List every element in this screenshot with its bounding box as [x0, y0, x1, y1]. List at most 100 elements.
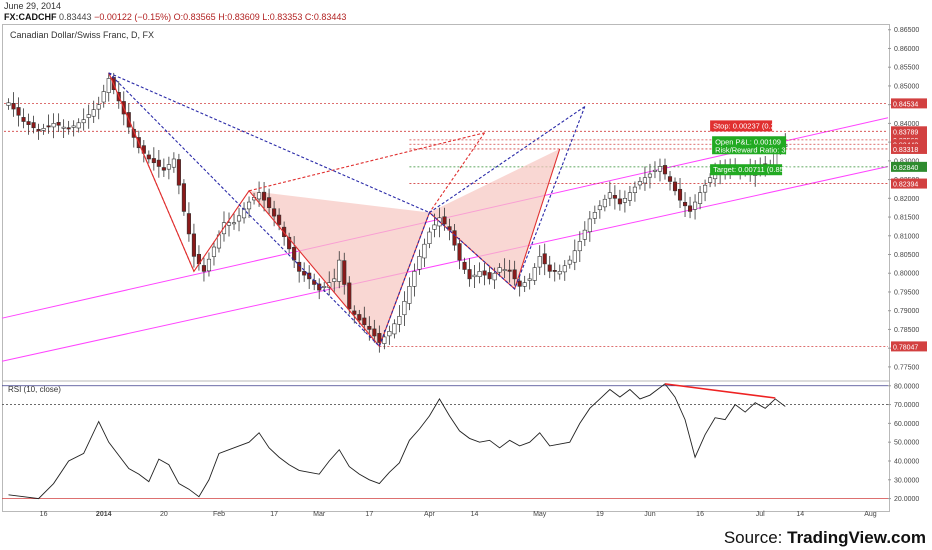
x-tick-label: Mar — [313, 511, 326, 518]
pattern-fill-right — [429, 148, 560, 289]
price-tick-label: 0.77500 — [894, 364, 919, 371]
candle-down — [156, 159, 161, 167]
candle-up — [71, 125, 76, 128]
high-value: H:0.83609 — [218, 12, 260, 22]
harmonic-red-dash-ext — [248, 132, 485, 192]
candle-up — [417, 256, 422, 270]
candle-down — [36, 129, 41, 132]
price-tick-label: 0.79500 — [894, 289, 919, 296]
open-pl-label: Open P&L: 0.00109 — [715, 137, 781, 146]
candle-up — [637, 181, 642, 186]
candle-down — [267, 197, 272, 208]
x-tick-label: 17 — [270, 511, 278, 518]
candle-up — [397, 316, 402, 325]
candle-down — [552, 270, 557, 272]
x-tick-label: Jul — [756, 511, 765, 518]
price-tick-label: 0.80500 — [894, 252, 919, 259]
stop-box — [710, 120, 773, 132]
candle-down — [612, 195, 617, 199]
candle-up — [387, 331, 392, 337]
price-level-tag — [891, 126, 927, 137]
candle-up — [51, 123, 56, 128]
rsi-title: RSI (10, close) — [8, 385, 61, 394]
candle-down — [507, 269, 512, 272]
candle-down — [517, 280, 522, 287]
candle-down — [352, 310, 357, 315]
x-tick-label: Aug — [864, 511, 877, 518]
candle-up — [592, 212, 597, 219]
price-level-label: 0.83789 — [893, 129, 918, 136]
price-tick-label: 0.81500 — [894, 215, 919, 222]
candle-up — [502, 269, 507, 271]
x-tick-label: Jun — [644, 511, 655, 518]
candle-up — [226, 222, 232, 226]
x-tick-label: 16 — [40, 511, 48, 518]
price-change: −0.00122 (−0.15%) — [94, 12, 172, 22]
price-tick-label: 0.80000 — [894, 271, 919, 278]
candle-down — [347, 282, 352, 310]
candle-down — [442, 216, 447, 225]
candle-up — [402, 301, 407, 316]
candle-up — [572, 250, 577, 263]
candle-down — [262, 191, 267, 201]
chart-date: June 29, 2014 — [4, 1, 62, 11]
x-tick-label: May — [533, 511, 547, 518]
low-value: L:0.83353 — [262, 12, 303, 22]
candle-down — [667, 176, 673, 182]
candle-down — [146, 154, 151, 160]
source-brand: TradingView.com — [787, 528, 926, 547]
candle-down — [272, 208, 277, 217]
candle-up — [537, 256, 542, 268]
candle-up — [567, 259, 572, 265]
candle-down — [362, 317, 367, 326]
candle-down — [367, 326, 372, 330]
price-level-label: 0.78047 — [893, 344, 918, 351]
candle-down — [357, 314, 362, 321]
candle-up — [642, 177, 648, 184]
rsi-tick-label: 70.0000 — [894, 402, 919, 409]
candle-up — [582, 229, 587, 240]
candle-down — [16, 107, 21, 116]
price-level-label: 0.82840 — [893, 165, 918, 172]
rsi-tick-label: 50.0000 — [894, 440, 919, 447]
candle-up — [597, 205, 602, 211]
price-level-tag — [891, 178, 927, 189]
price-tick-label: 0.85500 — [894, 65, 919, 72]
x-tick-label: 19 — [596, 511, 604, 518]
candle-up — [698, 192, 703, 204]
candle-up — [407, 286, 412, 304]
rsi-tick-label: 80.0000 — [894, 383, 919, 390]
candle-up — [632, 186, 637, 193]
candle-up — [432, 224, 437, 230]
candle-up — [492, 272, 497, 281]
candle-down — [452, 230, 457, 246]
candle-up — [708, 177, 713, 183]
candle-down — [46, 125, 51, 128]
candle-up — [562, 265, 567, 273]
candle-down — [151, 158, 156, 164]
candle-up — [61, 126, 66, 129]
price-level-tag — [891, 341, 927, 352]
candle-up — [171, 158, 176, 168]
candle-down — [21, 117, 26, 122]
candle-down — [462, 261, 467, 270]
candle-down — [482, 270, 487, 276]
candle-down — [11, 103, 16, 110]
candle-up — [337, 259, 342, 282]
candle-down — [467, 269, 472, 280]
candle-up — [106, 78, 111, 93]
candle-up — [76, 122, 81, 129]
candle-up — [497, 267, 502, 273]
price-tick-label: 0.81000 — [894, 233, 919, 240]
harmonic-red-dash-xa — [108, 72, 195, 272]
candle-up — [652, 169, 658, 172]
x-tick-label: Apr — [424, 511, 436, 518]
candle-up — [527, 278, 532, 281]
harmonic-blue-bd — [429, 106, 586, 214]
candle-down — [277, 214, 282, 225]
candle-up — [41, 128, 46, 131]
candle-up — [332, 278, 337, 282]
candle-down — [457, 243, 462, 261]
price-tick-label: 0.85000 — [894, 83, 919, 90]
